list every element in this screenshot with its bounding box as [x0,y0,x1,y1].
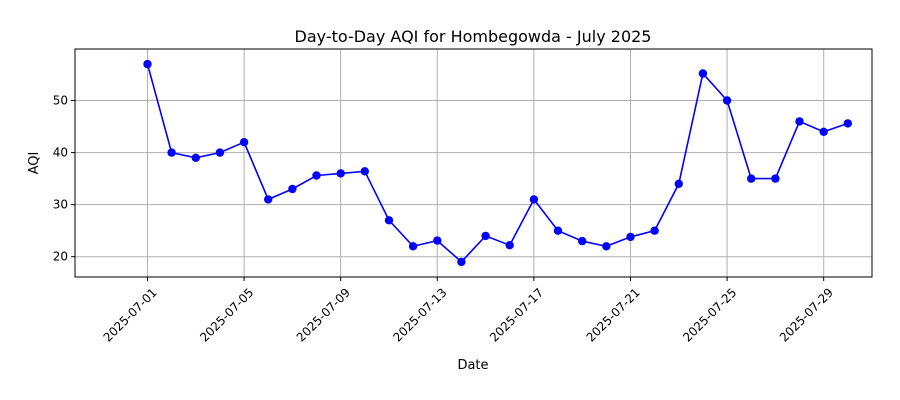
data-point [698,69,708,78]
data-point [408,242,418,251]
plot-frame [74,48,873,278]
data-point [505,241,514,250]
axis-ticks [71,100,825,281]
data-point [553,226,563,235]
data-point [529,195,539,204]
data-point [384,216,394,225]
data-point [264,195,273,204]
data-point [360,167,369,176]
data-point [771,174,780,183]
data-point [843,119,852,128]
data-point [747,174,756,183]
data-point [722,96,732,105]
data-point [602,242,611,251]
grid-lines [75,49,872,277]
data-point [457,257,466,267]
y-tick-label: 40 [53,146,68,160]
data-point [626,232,635,242]
data-point [336,169,345,178]
data-point [650,226,659,235]
data-point [288,184,297,194]
data-point [674,179,683,188]
data-point [143,59,152,69]
series-line [146,63,849,264]
data-point [312,171,321,180]
data-point [578,236,587,246]
data-point [167,148,176,157]
data-point [795,117,804,126]
data-point [433,236,442,245]
data-points [143,59,852,267]
y-tick-label: 50 [53,94,68,108]
y-axis-label: AQI [27,152,42,175]
x-axis-label: Date [457,358,488,373]
data-point [819,127,828,136]
data-point [215,148,225,157]
chart-title: Day-to-Day AQI for Hombegowda - July 202… [295,27,652,46]
y-tick-label: 20 [53,250,68,264]
data-point [239,138,249,147]
y-tick-label: 30 [53,198,68,212]
data-point [481,231,490,241]
data-point [191,153,200,162]
